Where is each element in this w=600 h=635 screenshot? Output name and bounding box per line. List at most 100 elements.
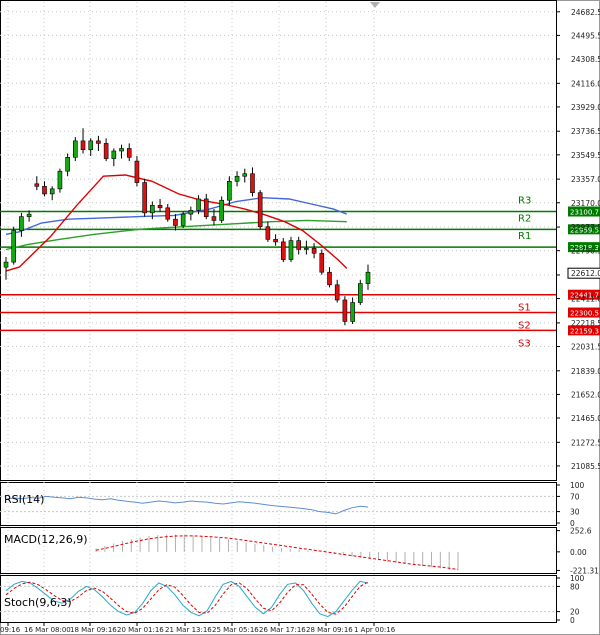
rsi-tick-label: 30 xyxy=(570,508,580,517)
y-tick-label: 22790.5 xyxy=(571,247,600,256)
chart-shift-marker-icon[interactable] xyxy=(370,2,380,8)
candle-body xyxy=(103,143,109,159)
x-tick-label: 21 Mar 13:16 xyxy=(165,626,212,634)
level-name-r2: R2 xyxy=(518,213,531,224)
candle-body xyxy=(80,140,86,151)
stoch-k-line xyxy=(5,580,369,618)
price-panel xyxy=(0,0,557,481)
level-tag-r3: 23100.7 xyxy=(570,209,599,217)
y-tick-label: 21085.5 xyxy=(571,462,600,471)
candle-body xyxy=(357,283,363,303)
candle-body xyxy=(304,247,309,250)
candle-bear xyxy=(203,193,209,220)
y-tick-label: 24308.5 xyxy=(571,55,600,64)
candle-body xyxy=(365,271,371,284)
current-price-label: 22612.0 xyxy=(571,269,600,278)
candle-body xyxy=(57,170,63,190)
candle-body xyxy=(142,182,147,214)
candle-body xyxy=(165,207,171,220)
candle-body xyxy=(334,284,340,301)
candle-body xyxy=(242,173,248,177)
candle-bear xyxy=(257,190,263,230)
candle-body xyxy=(342,299,348,322)
candle-bull xyxy=(365,264,371,290)
level-tag-bg xyxy=(568,325,600,336)
ma-green-line xyxy=(5,219,347,251)
candle-body xyxy=(311,247,317,254)
level-tag-bg xyxy=(568,307,600,318)
rsi-title: RSI(14) xyxy=(4,493,44,506)
rsi-panel xyxy=(0,482,557,526)
candle-bull xyxy=(150,201,155,220)
candle-body xyxy=(96,140,101,144)
y-tick-label: 21652.0 xyxy=(571,390,600,399)
x-tick-label: 1 Apr 00:16 xyxy=(354,626,396,634)
candle-body xyxy=(150,204,155,214)
y-tick-label: 21272.5 xyxy=(571,438,600,447)
candle-bull xyxy=(242,168,248,183)
candle-body xyxy=(257,192,263,228)
level-tag-bg xyxy=(568,224,600,235)
candle-body xyxy=(3,261,9,268)
candle-body xyxy=(111,150,117,159)
level-tag-s2: 22300.5 xyxy=(570,310,599,318)
candle-bear xyxy=(265,221,271,242)
level-tag-bg xyxy=(568,242,600,253)
candle-bull xyxy=(188,206,194,221)
candle-bull xyxy=(357,279,363,306)
macd-tick-label: 0.00 xyxy=(570,548,587,557)
x-tick-label: 26 Mar 17:16 xyxy=(259,626,306,634)
candle-bear xyxy=(80,128,86,154)
y-tick-label: 22218.5 xyxy=(571,319,600,328)
candle-body xyxy=(173,218,178,226)
candle-body xyxy=(203,198,209,217)
candle-body xyxy=(26,213,32,217)
candle-body xyxy=(19,216,24,231)
candle-body xyxy=(49,188,55,195)
candle-bull xyxy=(227,176,232,206)
macd-tick-label: 252.6 xyxy=(570,527,592,536)
candle-bear xyxy=(334,279,340,303)
candle-body xyxy=(42,186,47,195)
y-tick-label: 22977.5 xyxy=(571,223,600,232)
gridlines xyxy=(0,2,556,622)
candle-body xyxy=(211,216,217,221)
candle-body xyxy=(350,302,355,322)
candle-body xyxy=(34,183,40,187)
candle-bear xyxy=(211,209,217,226)
level-tag-r2: 22959.5 xyxy=(570,226,599,234)
level-tag-s3: 22159.3 xyxy=(570,327,599,335)
candle-bull xyxy=(65,153,70,177)
macd-title: MACD(12,26,9) xyxy=(4,533,88,546)
candle-bull xyxy=(288,236,294,263)
candle-body xyxy=(234,175,240,182)
candle-bear xyxy=(273,234,278,246)
stoch-title: Stoch(9,6,3) xyxy=(4,596,72,609)
candle-body xyxy=(188,210,194,215)
pivot-levels: 23100.7 R3 22959.5 R2 22818.3 R1 22441.7 S1 2230… xyxy=(0,196,600,349)
candle-body xyxy=(180,213,186,226)
macd-tick-label: -221.31 xyxy=(570,566,599,575)
candle-body xyxy=(157,204,163,209)
candle-bear xyxy=(280,238,286,263)
candle-bear xyxy=(103,138,109,162)
time-axis: 09:16 16 Mar 08:00 18 Mar 09:16 20 Mar 01:1… xyxy=(0,622,396,634)
candle-bear xyxy=(157,198,163,212)
candle-bear xyxy=(296,236,301,255)
y-tick-label: 22031.5 xyxy=(571,343,600,352)
candle-body xyxy=(227,180,232,201)
candle-bear xyxy=(34,176,40,191)
candle-body xyxy=(250,173,255,193)
candle-body xyxy=(219,199,224,221)
y-tick-label: 23170.0 xyxy=(571,199,600,208)
y-tick-label: 24495.5 xyxy=(571,31,600,40)
candle-bull xyxy=(304,240,309,255)
candle-bull xyxy=(26,210,32,222)
candle-bull xyxy=(88,138,94,157)
candle-body xyxy=(280,241,286,260)
candle-bear xyxy=(142,178,147,217)
candle-bull xyxy=(73,137,78,162)
candle-bear xyxy=(42,181,47,197)
